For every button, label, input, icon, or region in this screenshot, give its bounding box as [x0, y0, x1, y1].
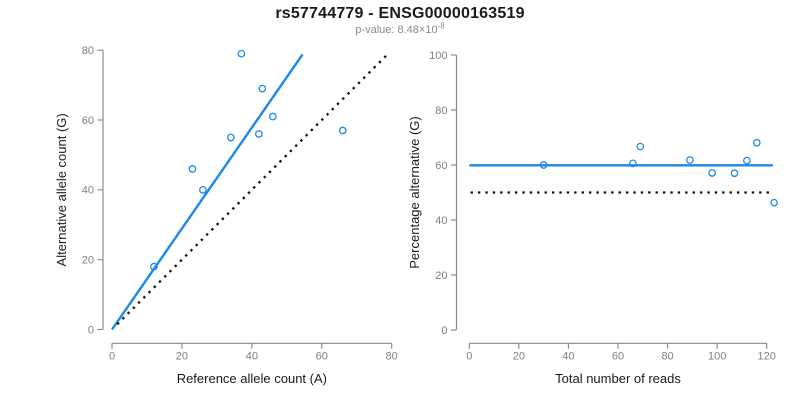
y-tick-label: 60 [82, 115, 94, 127]
x-tick-label: 40 [562, 350, 574, 362]
x-tick-label: 20 [513, 350, 525, 362]
data-point [752, 138, 761, 147]
data-point [199, 186, 207, 194]
y-tick-label: 80 [435, 105, 447, 117]
data-point [254, 130, 263, 138]
data-point [268, 112, 277, 121]
x-axis-title: Total number of reads [555, 371, 681, 386]
y-tick-label: 0 [441, 325, 447, 337]
x-tick-label: 80 [661, 350, 673, 362]
y-tick-label: 0 [88, 324, 94, 336]
x-tick-label: 40 [246, 350, 258, 362]
y-tick-label: 40 [82, 185, 94, 197]
x-tick-label: 0 [109, 350, 115, 362]
figure-title: rs57744779 - ENSG00000163519 [275, 5, 525, 22]
percentage-reads-plot: 0 20 40 60 80 100 0 20 40 60 80 100 120 Total number … [407, 50, 778, 386]
x-tick-label: 0 [466, 350, 472, 362]
y-tick-label: 100 [429, 50, 447, 62]
data-point [188, 165, 197, 173]
y-tick-label: 20 [435, 270, 447, 282]
data-point [258, 84, 267, 93]
x-tick-label: 100 [708, 350, 726, 362]
data-point [743, 156, 751, 165]
y-tick-label: 40 [435, 215, 447, 227]
data-point [237, 49, 246, 58]
y-axis-title: Percentage alternative (G) [407, 116, 422, 268]
data-points [539, 138, 778, 207]
pvalue-text: p-value: 8.48×10 [355, 24, 438, 36]
y-tick-label: 60 [435, 160, 447, 172]
x-axis: 0 20 40 60 80 100 120 [466, 342, 776, 362]
y-tick-label: 80 [82, 45, 94, 57]
data-point [636, 142, 645, 151]
y-axis: 0 20 40 60 80 [82, 45, 104, 336]
identity-line [116, 54, 388, 326]
x-tick-label: 20 [176, 350, 188, 362]
pvalue-exponent: -8 [437, 21, 445, 31]
x-tick-label: 60 [316, 350, 328, 362]
allele-count-plot: 0 20 40 60 80 0 20 40 60 80 Reference allele count… [54, 45, 398, 386]
data-point [686, 156, 694, 164]
x-tick-label: 120 [758, 350, 776, 362]
fit-line [111, 53, 304, 331]
data-point [227, 133, 235, 142]
data-point [539, 161, 548, 169]
x-axis-title: Reference allele count (A) [177, 371, 327, 386]
x-axis: 0 20 40 60 80 [109, 342, 398, 362]
data-point [338, 126, 347, 135]
x-tick-label: 80 [386, 350, 398, 362]
data-points [150, 49, 347, 271]
data-point [730, 169, 739, 178]
y-axis-title: Alternative allele count (G) [54, 113, 69, 266]
y-tick-label: 20 [82, 255, 94, 267]
data-point [708, 169, 717, 177]
y-axis: 0 20 40 60 80 100 [429, 50, 458, 337]
figure-subtitle: p-value: 8.48×10-8 [0, 21, 800, 36]
data-point [150, 262, 158, 271]
data-point [629, 159, 637, 168]
data-point [770, 198, 778, 207]
x-tick-label: 60 [612, 350, 624, 362]
